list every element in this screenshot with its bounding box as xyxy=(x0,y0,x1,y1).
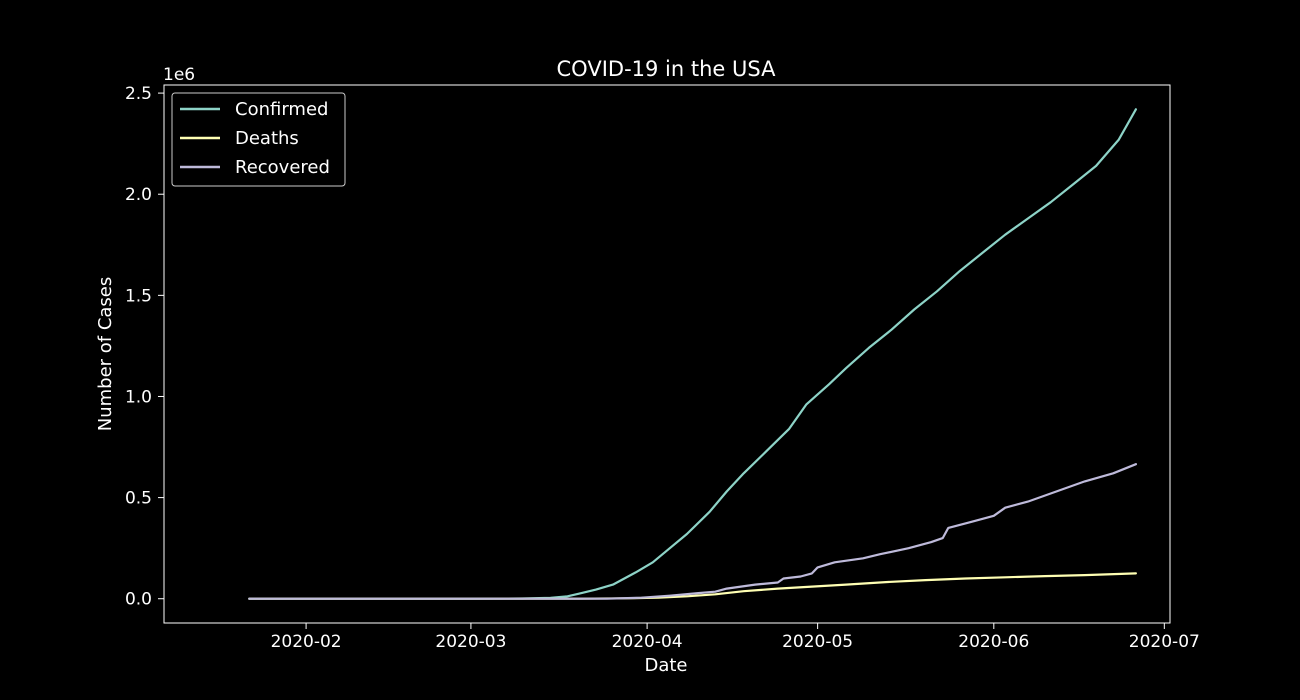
x-tick-label: 2020-07 xyxy=(1129,632,1200,652)
y-axis-ticks: 0.0 0.5 1.0 1.5 2.0 2.5 xyxy=(125,84,164,610)
y-tick-label: 0.0 xyxy=(125,590,152,610)
plot-lines xyxy=(248,108,1138,600)
y-tick-label: 2.0 xyxy=(125,185,152,205)
y-tick-label: 0.5 xyxy=(125,489,152,509)
x-tick-label: 2020-06 xyxy=(958,632,1029,652)
y-axis-label: Number of Cases xyxy=(95,277,116,432)
series-line-recovered xyxy=(248,463,1138,600)
y-tick-label: 2.5 xyxy=(125,84,152,104)
legend-label-recovered: Recovered xyxy=(235,157,330,178)
plot-frame xyxy=(163,84,1171,624)
legend-label-deaths: Deaths xyxy=(235,128,299,149)
y-tick-label: 1.5 xyxy=(125,286,152,306)
x-axis-label: Date xyxy=(644,655,687,676)
legend: Confirmed Deaths Recovered xyxy=(171,92,346,187)
x-tick-label: 2020-05 xyxy=(782,632,853,652)
x-tick-label: 2020-02 xyxy=(271,632,342,652)
y-offset-text: 1e6 xyxy=(163,65,195,85)
x-tick-label: 2020-04 xyxy=(612,632,683,652)
y-tick-label: 1.0 xyxy=(125,387,152,407)
series-line-confirmed xyxy=(248,108,1138,600)
legend-label-confirmed: Confirmed xyxy=(235,99,328,120)
chart-title: COVID-19 in the USA xyxy=(557,57,777,81)
x-tick-label: 2020-03 xyxy=(435,632,506,652)
legend-box xyxy=(171,92,346,187)
x-axis-ticks: 2020-02 2020-03 2020-04 2020-05 2020-06 2020-… xyxy=(271,623,1200,652)
